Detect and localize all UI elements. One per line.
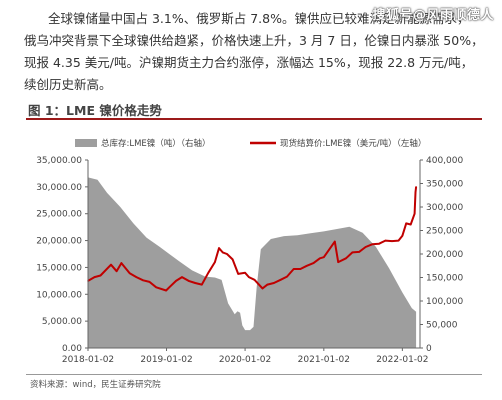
price-point: [201, 283, 203, 286]
price-point: [413, 212, 416, 215]
paragraph-line: 全球镍储量中国占 3.1%、俄罗斯占 7.8%。镍供应已较难满足新能源需求，: [48, 11, 470, 26]
price-point: [99, 274, 102, 277]
x-tick-label: 2018-01-02: [62, 355, 114, 365]
right-tick-label: 50,000: [426, 321, 458, 331]
price-point: [128, 272, 131, 275]
price-point: [181, 276, 183, 278]
price-point: [371, 243, 374, 246]
price-point: [384, 239, 387, 242]
price-point: [237, 273, 239, 275]
right-tick-label: 100,000: [426, 297, 463, 307]
right-tick-label: 300,000: [426, 203, 463, 213]
price-point: [337, 261, 340, 263]
legend-label-price: 现货结算价:LME镍（美元/吨）（左轴）: [280, 138, 426, 149]
price-point: [345, 257, 347, 260]
price-point: [261, 287, 264, 290]
figure-title-rule: [26, 118, 482, 120]
price-point: [244, 272, 246, 274]
x-tick-label: 2020-01-02: [219, 355, 271, 365]
price-point: [175, 280, 177, 282]
price-point: [221, 251, 224, 254]
price-point: [405, 222, 408, 225]
price-point: [93, 276, 96, 278]
price-point: [187, 280, 190, 282]
price-line: [87, 186, 418, 292]
left-tick-label: 20,000.00: [36, 237, 82, 247]
price-point: [148, 281, 151, 283]
right-tick-label: 400,000: [426, 156, 463, 166]
price-point: [415, 186, 417, 188]
price-point: [115, 270, 118, 273]
price-point: [168, 286, 171, 289]
legend-swatch-inventory: [75, 139, 97, 147]
price-point: [155, 286, 157, 289]
price-point: [351, 251, 354, 254]
price-point: [273, 282, 275, 284]
left-tick-label: 15,000.00: [36, 263, 82, 273]
price-point: [397, 239, 400, 242]
price-point: [409, 223, 412, 226]
article-paragraph: 全球镍储量中国占 3.1%、俄罗斯占 7.8%。镍供应已较难满足新能源需求， 俄…: [24, 8, 496, 96]
price-point: [358, 251, 360, 253]
left-tick-label: 25,000.00: [36, 210, 82, 220]
axes-layer: 0.00 5,000.00 10,000.00 15,000.00 20,000.00 2…: [36, 156, 463, 365]
price-point: [165, 289, 167, 292]
price-point: [194, 282, 196, 284]
price-point: [218, 247, 220, 249]
price-point: [135, 276, 138, 278]
price-point: [110, 263, 112, 266]
left-tick-label: 0.00: [62, 344, 82, 354]
price-point: [231, 258, 234, 261]
price-point: [391, 240, 393, 242]
x-tick-label: 2019-01-02: [140, 355, 192, 365]
right-tick-label: 200,000: [426, 250, 463, 260]
price-point: [266, 283, 269, 286]
price-point: [286, 275, 288, 278]
price-point: [312, 262, 315, 264]
paragraph-line: 现报 4.35 美元/吨。沪镍期货主力合约涨停，涨幅达 15%，现报 22.8 …: [24, 55, 474, 70]
source-rule: [26, 374, 482, 375]
x-tick-label: 2022-01-02: [376, 355, 428, 365]
price-point: [120, 262, 123, 264]
legend: 总库存:LME镍（吨）（右轴） 现货结算价:LME镍（美元/吨）（左轴）: [75, 138, 426, 149]
inventory-area-layer: [88, 177, 417, 348]
inventory-area: [88, 177, 417, 348]
source-note: 资料来源：wind，民生证券研究院: [30, 380, 161, 390]
left-tick-label: 5,000.00: [42, 317, 82, 327]
price-point: [299, 268, 302, 270]
price-point: [214, 261, 216, 263]
right-tick-label: 150,000: [426, 274, 463, 284]
price-point: [226, 253, 228, 255]
x-tick-label: 2021-01-02: [298, 355, 350, 365]
right-tick-label: 0: [426, 344, 432, 354]
watermark: 搜狐号@风雨顺德人: [372, 8, 494, 23]
price-point: [414, 191, 417, 193]
price-point: [319, 257, 321, 260]
price-point: [306, 265, 308, 267]
price-point: [207, 272, 210, 274]
right-tick-label: 350,000: [426, 180, 463, 190]
price-point: [401, 234, 404, 237]
paragraph-line: 俄乌冲突背景下全球镍供给趋紧，价格快速上升，3 月 7 日，伦镍日内暴涨 50%…: [24, 33, 484, 48]
right-tick-label: 250,000: [426, 227, 463, 237]
left-tick-label: 10,000.00: [36, 290, 82, 300]
price-point: [378, 243, 380, 245]
price-point: [292, 268, 295, 270]
legend-label-inventory: 总库存:LME镍（吨）（右轴）: [101, 138, 211, 149]
figure-title: 图 1：LME 镍价格走势: [28, 103, 162, 118]
price-point: [364, 246, 367, 248]
left-tick-label: 30,000.00: [36, 183, 82, 193]
price-point: [248, 276, 250, 278]
paragraph-line: 续创历史新高。: [24, 77, 112, 92]
price-point: [334, 240, 336, 243]
price-point: [279, 279, 282, 281]
left-tick-label: 35,000.00: [36, 156, 82, 166]
price-point: [142, 279, 144, 282]
price-point: [253, 279, 256, 281]
price-point: [323, 256, 325, 259]
